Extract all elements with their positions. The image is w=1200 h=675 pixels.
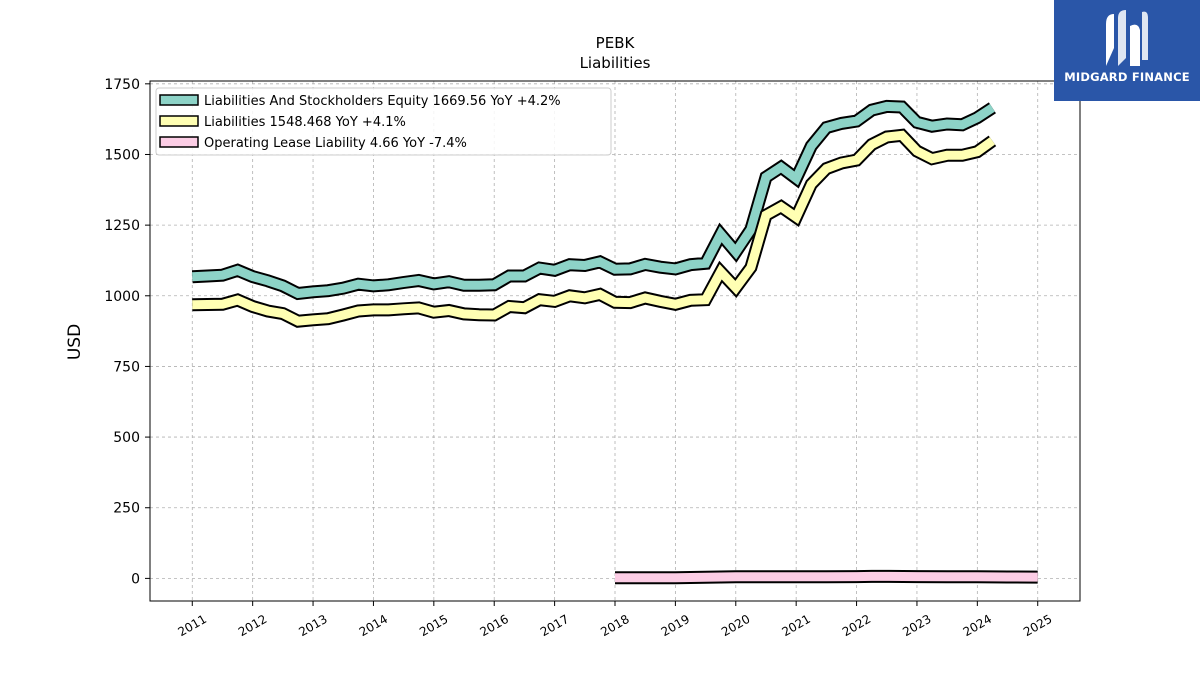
logo-text: MIDGARD FINANCE xyxy=(1064,70,1190,84)
y-axis: 0 250 500 750 1000 1250 1500 1750 xyxy=(104,77,150,587)
series-0 xyxy=(191,99,996,301)
x-tick-label: 2014 xyxy=(357,612,390,639)
legend-swatch xyxy=(159,94,199,106)
x-tick-label: 2013 xyxy=(296,612,329,639)
x-tick-label: 2016 xyxy=(477,612,510,639)
x-tick-label: 2021 xyxy=(779,612,812,639)
legend: Liabilities And Stockholders Equity 1669… xyxy=(155,87,612,156)
legend-box xyxy=(155,87,612,156)
x-tick-label: 2022 xyxy=(840,612,873,639)
x-tick-label: 2011 xyxy=(176,612,209,639)
x-tick-label: 2018 xyxy=(598,612,631,639)
legend-label: Operating Lease Liability 4.66 YoY -7.4% xyxy=(204,136,467,151)
midgard-logo-icon xyxy=(1106,10,1148,67)
legend-swatch xyxy=(159,115,199,127)
y-tick-label: 750 xyxy=(113,359,140,375)
series-layer xyxy=(191,99,1038,585)
series-line xyxy=(192,130,996,326)
series-line xyxy=(192,101,995,299)
x-axis: 2011 2012 2013 2014 2015 2016 2017 2018 2019 2020… xyxy=(176,601,1054,639)
x-tick-label: 2025 xyxy=(1021,612,1054,639)
legend-swatch xyxy=(159,136,199,148)
x-tick-label: 2017 xyxy=(538,612,571,639)
y-tick-label: 1500 xyxy=(104,147,140,163)
chart-subtitle: Liabilities xyxy=(580,54,651,72)
x-tick-label: 2015 xyxy=(417,612,450,639)
legend-label: Liabilities And Stockholders Equity 1669… xyxy=(204,94,561,109)
legend-label: Liabilities 1548.468 YoY +4.1% xyxy=(204,115,406,130)
y-tick-label: 250 xyxy=(113,501,140,517)
y-tick-label: 1250 xyxy=(104,218,140,234)
y-tick-label: 1750 xyxy=(104,77,140,93)
series-line xyxy=(615,571,1038,583)
x-tick-label: 2023 xyxy=(900,612,933,639)
x-tick-label: 2024 xyxy=(961,612,994,639)
chart-title: PEBK xyxy=(596,34,636,52)
series-2 xyxy=(615,569,1038,585)
y-tick-label: 0 xyxy=(131,571,140,587)
x-tick-label: 2019 xyxy=(659,612,692,639)
series-1 xyxy=(192,128,997,328)
x-tick-label: 2020 xyxy=(719,612,752,639)
y-axis-label: USD xyxy=(65,324,85,360)
x-tick-label: 2012 xyxy=(236,612,269,639)
y-tick-label: 500 xyxy=(113,430,140,446)
midgard-finance-logo: MIDGARD FINANCE xyxy=(1054,0,1200,101)
y-tick-label: 1000 xyxy=(104,289,140,305)
